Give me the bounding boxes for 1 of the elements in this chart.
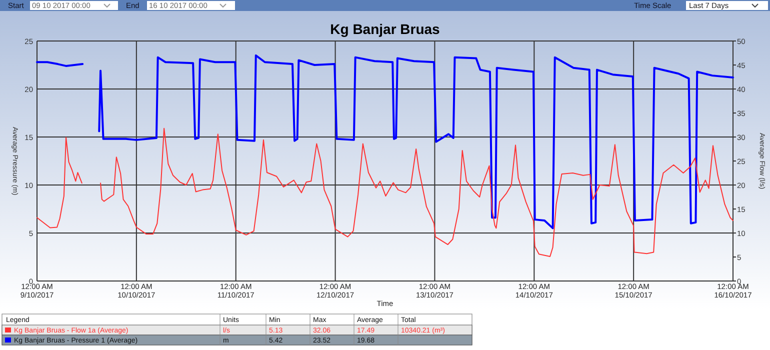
chart-title: Kg Banjar Bruas bbox=[330, 21, 440, 37]
